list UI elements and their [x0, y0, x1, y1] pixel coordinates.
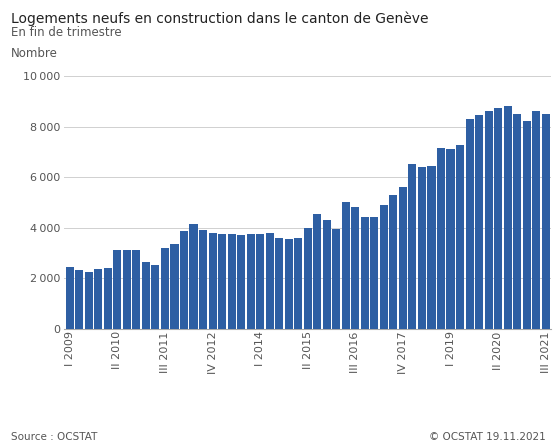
Bar: [294, 238, 302, 329]
Bar: [256, 234, 264, 329]
Bar: [513, 114, 521, 329]
Bar: [370, 217, 378, 329]
Bar: [323, 220, 331, 329]
Bar: [380, 205, 388, 329]
Bar: [437, 148, 445, 329]
Bar: [266, 232, 273, 329]
Bar: [304, 228, 312, 329]
Bar: [389, 195, 398, 329]
Bar: [447, 149, 455, 329]
Bar: [475, 115, 483, 329]
Bar: [427, 166, 436, 329]
Bar: [180, 231, 188, 329]
Bar: [123, 250, 131, 329]
Bar: [247, 234, 255, 329]
Bar: [532, 111, 540, 329]
Bar: [313, 214, 321, 329]
Bar: [399, 187, 407, 329]
Bar: [485, 111, 492, 329]
Bar: [113, 250, 121, 329]
Bar: [522, 122, 531, 329]
Bar: [189, 224, 198, 329]
Text: En fin de trimestre: En fin de trimestre: [11, 26, 122, 39]
Bar: [342, 202, 350, 329]
Bar: [170, 244, 179, 329]
Bar: [418, 167, 426, 329]
Bar: [504, 106, 512, 329]
Bar: [75, 270, 84, 329]
Bar: [285, 239, 293, 329]
Bar: [494, 108, 502, 329]
Bar: [133, 250, 140, 329]
Bar: [237, 235, 245, 329]
Bar: [541, 114, 550, 329]
Bar: [199, 230, 207, 329]
Bar: [85, 272, 93, 329]
Bar: [218, 234, 226, 329]
Text: Source : OCSTAT: Source : OCSTAT: [11, 432, 97, 442]
Text: Logements neufs en construction dans le canton de Genève: Logements neufs en construction dans le …: [11, 11, 429, 25]
Bar: [456, 145, 464, 329]
Text: © OCSTAT 19.11.2021: © OCSTAT 19.11.2021: [429, 432, 546, 442]
Bar: [94, 269, 102, 329]
Bar: [104, 268, 112, 329]
Text: Nombre: Nombre: [11, 47, 58, 60]
Bar: [208, 232, 217, 329]
Bar: [408, 164, 417, 329]
Bar: [161, 248, 169, 329]
Bar: [228, 234, 236, 329]
Bar: [142, 261, 150, 329]
Bar: [351, 207, 359, 329]
Bar: [275, 238, 283, 329]
Bar: [333, 229, 340, 329]
Bar: [361, 217, 369, 329]
Bar: [152, 266, 159, 329]
Bar: [466, 119, 473, 329]
Bar: [66, 267, 74, 329]
